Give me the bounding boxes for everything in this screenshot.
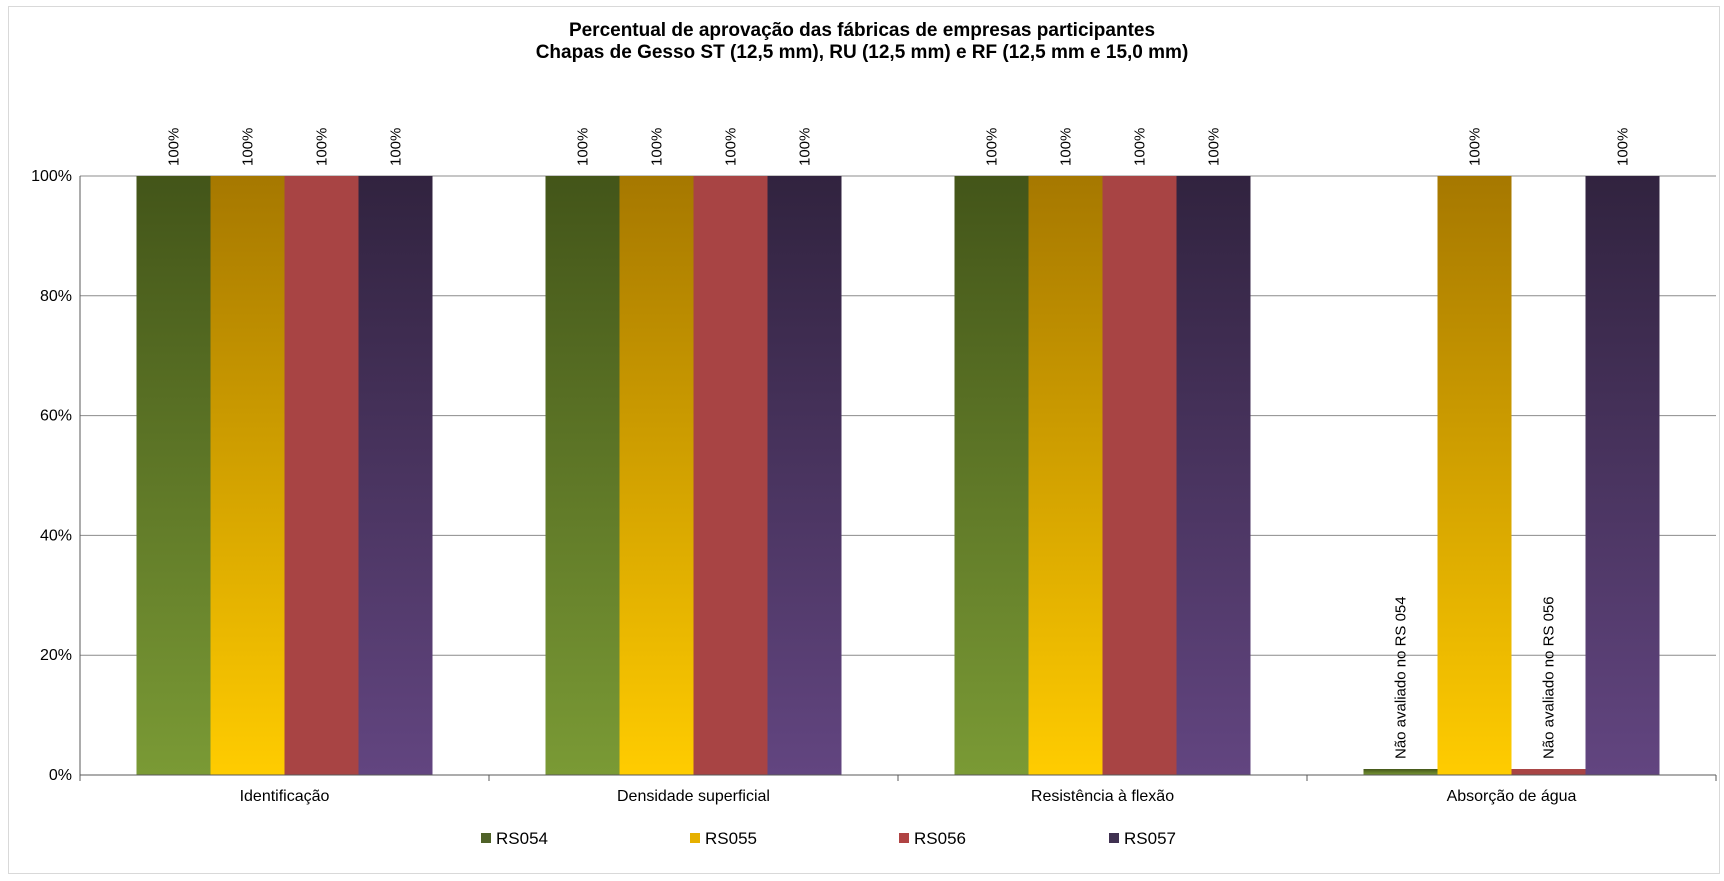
x-category-label: Absorção de água: [1447, 788, 1577, 805]
data-label: 100%: [166, 128, 183, 166]
data-label: 100%: [575, 128, 592, 166]
bar-rs056: [1102, 176, 1177, 775]
y-tick-label: 0%: [49, 767, 72, 784]
legend-label: RS057: [1124, 829, 1176, 848]
bar-rs057: [767, 176, 842, 775]
data-label: 100%: [1467, 128, 1484, 166]
data-label: 100%: [388, 128, 405, 166]
data-label: 100%: [1206, 128, 1223, 166]
legend-swatch: [899, 833, 909, 843]
legend-label: RS054: [496, 829, 548, 848]
bar-rs054: [1363, 769, 1438, 775]
data-label: 100%: [240, 128, 257, 166]
x-category-label: Resistência à flexão: [1031, 788, 1174, 805]
data-label: Não avaliado no RS 056: [1541, 596, 1558, 759]
data-label: 100%: [1615, 128, 1632, 166]
data-label: 100%: [314, 128, 331, 166]
legend-swatch: [481, 833, 491, 843]
y-tick-label: 20%: [40, 647, 72, 664]
bar-rs054: [545, 176, 620, 775]
legend-swatch: [1109, 833, 1119, 843]
bar-rs057: [1585, 176, 1660, 775]
bar-rs055: [210, 176, 285, 775]
x-category-label: Densidade superficial: [617, 788, 770, 805]
y-tick-label: 40%: [40, 527, 72, 544]
bar-rs057: [1176, 176, 1251, 775]
y-tick-label: 100%: [31, 168, 72, 185]
data-label: 100%: [797, 128, 814, 166]
data-label: 100%: [1132, 128, 1149, 166]
bar-rs055: [619, 176, 694, 775]
bar-rs054: [136, 176, 211, 775]
bar-rs056: [284, 176, 359, 775]
bars: [136, 176, 1660, 775]
bar-rs055: [1028, 176, 1103, 775]
bar-rs055: [1437, 176, 1512, 775]
data-label: 100%: [1058, 128, 1075, 166]
data-label: Não avaliado no RS 054: [1393, 596, 1410, 759]
chart-title: Percentual de aprovação das fábricas de …: [569, 20, 1155, 41]
bar-rs054: [954, 176, 1029, 775]
data-label: 100%: [984, 128, 1001, 166]
x-category-label: Identificação: [240, 788, 330, 805]
y-tick-label: 60%: [40, 408, 72, 425]
legend-swatch: [690, 833, 700, 843]
legend: RS054 RS055 RS056 RS057: [481, 829, 1176, 848]
bar-rs056: [1511, 769, 1586, 775]
bar-rs057: [358, 176, 433, 775]
legend-label: RS056: [914, 829, 966, 848]
y-tick-label: 80%: [40, 288, 72, 305]
data-label: 100%: [649, 128, 666, 166]
axes: 0% 20% 40% 60% 80% 100% Identificação Densidade…: [31, 168, 1717, 805]
data-label: 100%: [723, 128, 740, 166]
data-labels: 100% 100% 100% 100% 100% 100% 100% 100% 100% 100%…: [166, 128, 1632, 759]
chart-subtitle: Chapas de Gesso ST (12,5 mm), RU (12,5 m…: [536, 42, 1189, 63]
bar-rs056: [693, 176, 768, 775]
legend-label: RS055: [705, 829, 757, 848]
